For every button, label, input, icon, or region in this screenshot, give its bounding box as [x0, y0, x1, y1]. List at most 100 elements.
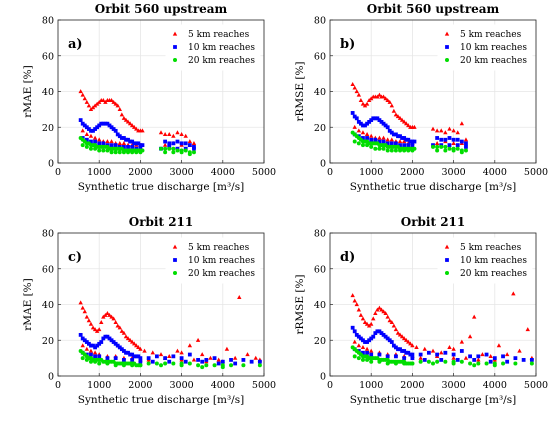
- data-point: [389, 141, 394, 146]
- data-point: [107, 336, 112, 341]
- data-point: [84, 125, 89, 130]
- data-point: [220, 365, 225, 370]
- y-tick-label: 80: [314, 16, 326, 27]
- data-point: [422, 358, 427, 362]
- data-point: [80, 92, 85, 97]
- x-tick-label: 3000: [442, 380, 466, 391]
- data-point: [379, 331, 384, 335]
- data-point: [517, 348, 522, 353]
- data-point: [84, 357, 89, 362]
- panel-title: Orbit 560 upstream: [367, 2, 500, 16]
- data-point: [431, 144, 435, 149]
- y-tick-label: 80: [314, 229, 326, 240]
- data-point: [394, 345, 398, 350]
- data-point: [249, 359, 254, 364]
- data-point: [171, 141, 176, 146]
- data-point: [385, 98, 390, 103]
- data-point: [138, 356, 143, 361]
- data-point: [216, 361, 221, 366]
- y-axis-label: rMAE [%]: [22, 278, 34, 331]
- data-point: [80, 121, 85, 126]
- data-point: [373, 331, 378, 335]
- data-point: [395, 114, 401, 119]
- data-point: [93, 127, 97, 131]
- data-point: [126, 150, 131, 155]
- data-point: [360, 316, 366, 321]
- data-point: [459, 139, 464, 144]
- data-point: [200, 359, 205, 364]
- data-point: [129, 123, 135, 128]
- data-point: [111, 127, 116, 131]
- data-point: [406, 137, 411, 142]
- data-point: [187, 139, 193, 144]
- data-point: [128, 352, 132, 357]
- data-point: [134, 343, 139, 348]
- data-point: [179, 356, 184, 361]
- x-tick-label: 4000: [211, 380, 235, 391]
- data-point: [187, 343, 193, 348]
- data-point: [140, 128, 145, 133]
- data-point: [356, 128, 362, 133]
- legend-marker: [445, 271, 449, 275]
- data-point: [105, 139, 110, 144]
- data-point: [435, 352, 440, 357]
- data-point: [89, 352, 93, 357]
- y-tick-label: 20: [42, 336, 54, 347]
- data-point: [529, 361, 534, 366]
- data-point: [501, 354, 505, 359]
- x-tick-label: 4000: [483, 380, 507, 391]
- data-point: [459, 339, 465, 344]
- data-point: [410, 148, 415, 153]
- data-point: [387, 338, 392, 343]
- y-tick-label: 60: [42, 264, 54, 275]
- data-point: [410, 139, 415, 144]
- data-point: [86, 318, 92, 323]
- data-point: [492, 363, 497, 368]
- data-point: [521, 358, 526, 362]
- chart-panel-4: 0 1000 2000 3000 4000 5000 0 20 40 60 80 Orbit 211 S…: [294, 215, 548, 406]
- data-point: [385, 137, 390, 142]
- y-tick-label: 0: [320, 372, 326, 383]
- data-point: [241, 363, 246, 368]
- data-point: [140, 143, 145, 148]
- data-point: [385, 361, 390, 366]
- data-point: [183, 359, 188, 364]
- data-point: [138, 363, 143, 368]
- data-point: [171, 150, 176, 155]
- data-point: [361, 338, 365, 343]
- data-point: [408, 352, 413, 357]
- data-point: [377, 329, 382, 334]
- data-point: [369, 348, 374, 353]
- legend-entry: 10 km reaches: [460, 43, 527, 53]
- data-point: [394, 132, 398, 137]
- data-point: [410, 352, 415, 357]
- data-point: [109, 98, 114, 103]
- data-point: [128, 139, 132, 144]
- legend-entry: 5 km reaches: [188, 243, 250, 253]
- data-point: [476, 357, 481, 362]
- data-point: [142, 348, 147, 353]
- data-point: [92, 350, 98, 355]
- data-point: [91, 128, 95, 133]
- data-point: [393, 327, 399, 332]
- data-point: [435, 144, 440, 149]
- data-point: [101, 148, 106, 153]
- data-point: [187, 143, 192, 148]
- data-point: [111, 99, 116, 104]
- data-point: [418, 352, 423, 357]
- data-point: [179, 363, 184, 368]
- data-point: [115, 343, 120, 348]
- data-point: [400, 136, 404, 140]
- data-point: [130, 352, 135, 357]
- data-point: [352, 354, 357, 359]
- data-point: [119, 112, 125, 117]
- data-point: [162, 132, 168, 136]
- data-point: [389, 319, 394, 324]
- data-point: [196, 363, 201, 368]
- data-point: [363, 123, 367, 128]
- data-point: [171, 133, 176, 138]
- y-axis-label: rRMSE [%]: [294, 274, 306, 334]
- data-point: [451, 140, 456, 145]
- data-point: [463, 137, 469, 142]
- data-point: [381, 332, 386, 337]
